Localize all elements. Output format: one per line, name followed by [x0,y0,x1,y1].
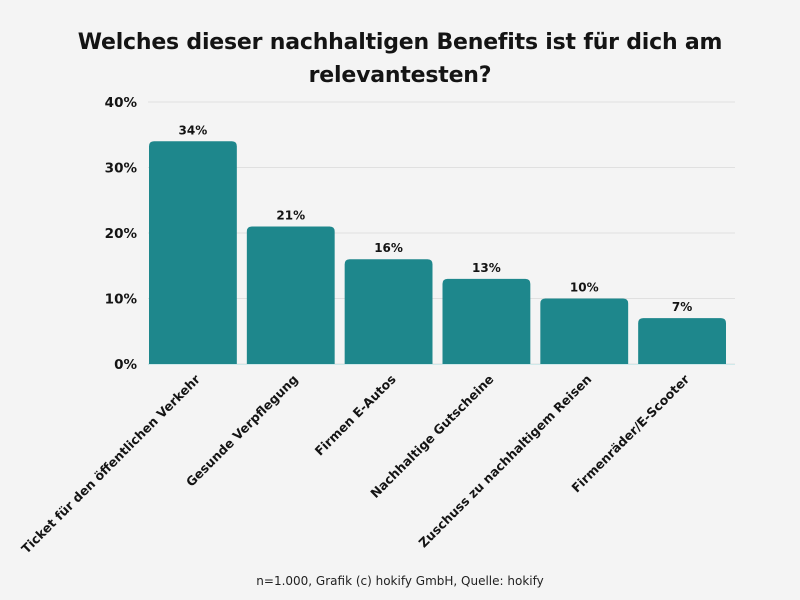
data-label: 7% [672,300,692,314]
gridlines [148,101,735,365]
x-tick-label: Zuschuss zu nachhaltigem Reisen [416,372,595,551]
chart-title-line-2: relevantesten? [308,63,492,88]
source-footer: n=1.000, Grafik (c) hokify GmbH, Quelle:… [256,574,544,588]
x-tick-label: Gesunde Verpflegung [183,372,301,490]
data-label: 34% [179,123,208,137]
bar [442,278,531,364]
data-label: 13% [472,261,501,275]
chart-title-line-1: Welches dieser nachhaltigen Benefits ist… [77,30,723,55]
bars [149,141,726,364]
x-tick-label: Ticket für den öffentlichen Verkehr [18,371,203,556]
y-tick-label: 30% [105,161,138,177]
bar [638,318,726,364]
bar [246,226,335,364]
chart-title: Welches dieser nachhaltigen Benefits ist… [0,26,800,92]
x-axis-labels: Ticket für den öffentlichen VerkehrGesun… [18,371,693,556]
data-label: 16% [374,241,403,255]
data-label: 21% [276,208,305,222]
y-tick-label: 40% [105,95,138,111]
y-tick-label: 10% [105,292,138,308]
bar [149,141,237,364]
y-tick-label: 20% [105,226,138,242]
x-tick-label: Firmenräder/E-Scooter [568,371,692,495]
y-axis-ticks: 0% 10% 20% 30% 40% [105,95,138,373]
data-label: 10% [570,281,599,295]
bar [540,298,629,364]
y-tick-label: 0% [114,357,137,373]
bar [344,259,433,364]
x-tick-label: Firmen E-Autos [312,372,399,459]
data-labels: 34% 21% 16% 13% 10% 7% [179,123,693,314]
